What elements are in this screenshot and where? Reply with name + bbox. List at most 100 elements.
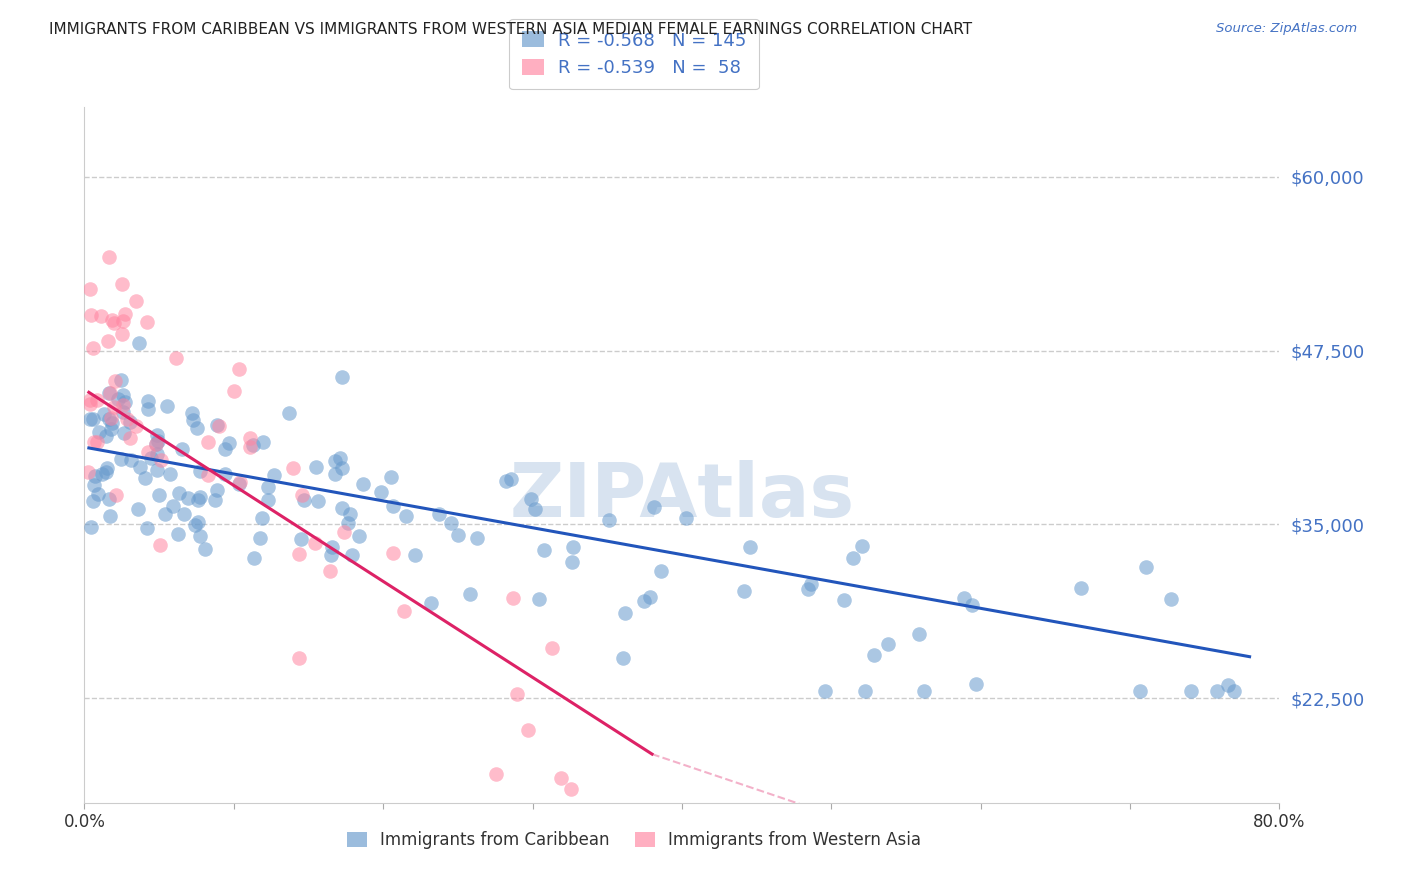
Point	[257, 493, 280, 508]
Point	[287, 651, 309, 665]
Point	[381, 500, 404, 514]
Point	[138, 393, 160, 408]
Point	[643, 500, 665, 515]
Point	[194, 542, 217, 557]
Point	[104, 374, 127, 388]
Point	[128, 335, 150, 350]
Point	[98, 385, 121, 400]
Point	[187, 516, 209, 530]
Point	[139, 451, 162, 466]
Point	[342, 548, 364, 562]
Point	[1160, 591, 1182, 606]
Point	[112, 398, 135, 412]
Point	[738, 540, 761, 554]
Point	[249, 531, 271, 545]
Point	[149, 538, 172, 552]
Point	[420, 596, 443, 610]
Point	[465, 531, 488, 545]
Point	[1135, 559, 1157, 574]
Point	[156, 399, 179, 413]
Point	[86, 435, 108, 450]
Point	[294, 492, 316, 507]
Point	[80, 308, 103, 322]
Point	[598, 512, 620, 526]
Point	[1218, 678, 1240, 692]
Point	[136, 521, 159, 535]
Point	[79, 282, 101, 296]
Point	[136, 402, 159, 417]
Point	[184, 518, 207, 533]
Point	[440, 516, 463, 530]
Point	[561, 555, 583, 569]
Point	[82, 494, 104, 508]
Point	[250, 511, 273, 525]
Point	[332, 524, 354, 539]
Point	[912, 684, 935, 698]
Point	[277, 406, 299, 420]
Point	[960, 599, 983, 613]
Point	[101, 313, 124, 327]
Point	[204, 492, 226, 507]
Point	[814, 684, 837, 698]
Point	[505, 687, 527, 701]
Point	[97, 492, 120, 507]
Point	[100, 422, 122, 436]
Point	[129, 459, 152, 474]
Point	[1222, 684, 1244, 698]
Point	[851, 539, 873, 553]
Point	[562, 541, 585, 555]
Point	[323, 467, 346, 482]
Point	[110, 452, 132, 467]
Point	[159, 467, 181, 481]
Point	[97, 250, 120, 264]
Point	[256, 480, 278, 494]
Point	[243, 551, 266, 566]
Point	[146, 427, 169, 442]
Point	[118, 415, 141, 429]
Point	[862, 648, 884, 663]
Point	[96, 460, 118, 475]
Point	[114, 395, 136, 409]
Point	[228, 361, 250, 376]
Point	[97, 412, 120, 426]
Point	[146, 434, 169, 448]
Point	[841, 551, 863, 566]
Point	[79, 393, 101, 408]
Point	[166, 527, 188, 541]
Text: ZIPAtlas: ZIPAtlas	[509, 460, 855, 533]
Point	[339, 507, 361, 521]
Point	[381, 546, 404, 560]
Point	[304, 536, 326, 550]
Point	[110, 373, 132, 387]
Point	[214, 442, 236, 456]
Point	[90, 309, 112, 323]
Point	[965, 677, 987, 691]
Point	[458, 587, 481, 601]
Point	[188, 490, 211, 504]
Point	[94, 429, 117, 443]
Point	[83, 434, 105, 449]
Point	[146, 463, 169, 477]
Point	[93, 407, 115, 421]
Point	[127, 502, 149, 516]
Point	[1206, 684, 1229, 698]
Point	[218, 436, 240, 450]
Point	[675, 511, 697, 525]
Point	[125, 419, 148, 434]
Point	[323, 454, 346, 468]
Point	[114, 307, 136, 321]
Point	[136, 315, 159, 329]
Point	[832, 592, 855, 607]
Point	[524, 502, 547, 516]
Point	[153, 508, 176, 522]
Point	[82, 341, 104, 355]
Point	[222, 384, 245, 398]
Point	[633, 594, 655, 608]
Point	[86, 487, 108, 501]
Point	[87, 425, 110, 440]
Point	[205, 483, 228, 497]
Point	[111, 327, 134, 342]
Point	[380, 469, 402, 483]
Point	[560, 781, 582, 796]
Point	[170, 442, 193, 456]
